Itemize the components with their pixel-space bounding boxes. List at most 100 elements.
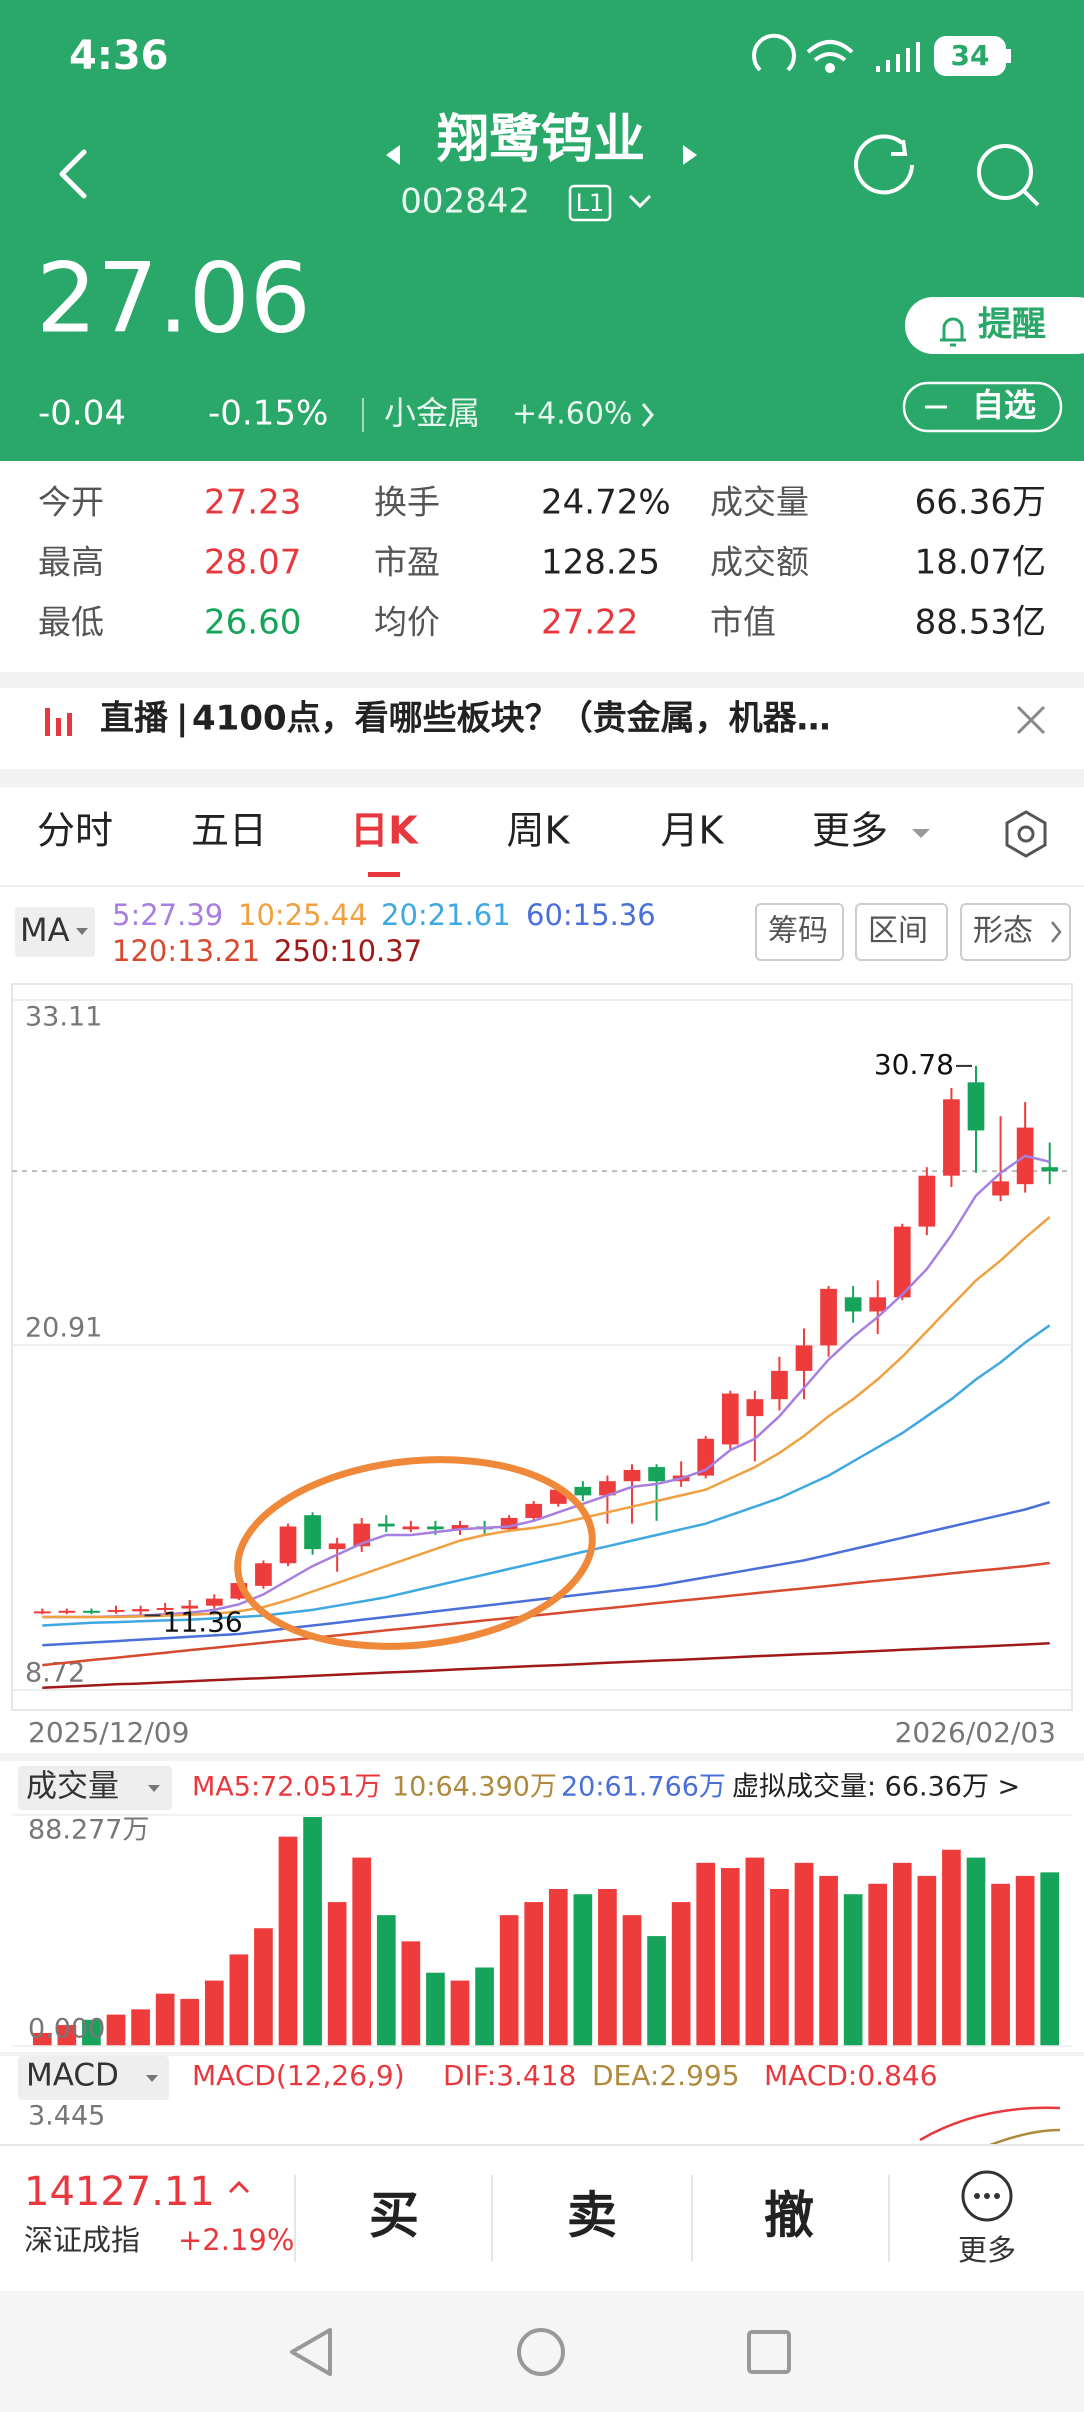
tool-label[interactable]: 区间: [868, 914, 928, 949]
battery: [934, 36, 1006, 76]
status-time: 4:36: [69, 33, 169, 79]
separator: [0, 769, 1084, 787]
nav-recent[interactable]: [747, 2330, 791, 2374]
candle-body: [574, 1486, 592, 1496]
ma-line: [42, 1642, 1050, 1689]
volume-bar: [155, 1993, 175, 2046]
volume-bar: [229, 1954, 249, 2046]
volume-bar: [82, 2019, 101, 2046]
index-change[interactable]: +2.19%: [178, 2223, 294, 2257]
notice-tag[interactable]: 直播: [100, 699, 169, 739]
volume-bar: [745, 1857, 765, 2046]
notice-text[interactable]: 4100点，看哪些板块？（贵金属，机器…: [192, 699, 831, 739]
back-button[interactable]: [59, 149, 87, 199]
tool-label[interactable]: 形态: [973, 914, 1033, 949]
search-icon[interactable]: [977, 144, 1033, 200]
volume-bar: [1040, 1872, 1060, 2046]
more-icon[interactable]: [961, 2170, 1013, 2222]
bar: [56, 718, 61, 736]
watchlist-button[interactable]: [902, 381, 1063, 433]
change-pct: -0.15%: [208, 394, 328, 434]
volume-bar: [106, 2014, 126, 2046]
live-icon: [45, 708, 72, 736]
volume-bar: [180, 1998, 200, 2046]
virtual-volume[interactable]: 虚拟成交量: 66.36万 >: [732, 1772, 1020, 1803]
nav-home[interactable]: [517, 2328, 565, 2376]
more-button[interactable]: 更多: [958, 2233, 1016, 2267]
indicator-box[interactable]: [15, 907, 95, 957]
nav-bar: [0, 2291, 1084, 2412]
period-tabs: 分时 五日 日K 周K 月K 更多: [37, 809, 888, 877]
next-stock[interactable]: [683, 145, 697, 165]
min-label: 11.36: [163, 1605, 243, 1638]
buy-button[interactable]: 买: [369, 2187, 419, 2245]
tab[interactable]: 月K: [661, 809, 725, 853]
tab-underline: [368, 872, 400, 877]
indicator-label[interactable]: MA: [20, 911, 70, 949]
tool-button[interactable]: [755, 903, 844, 961]
stat-label: 换手: [374, 483, 440, 522]
volume-bar: [401, 1941, 421, 2046]
level-badge: [568, 184, 612, 222]
volume-bar: [327, 1902, 347, 2046]
tab[interactable]: 五日: [191, 809, 267, 853]
candle-body: [328, 1543, 346, 1550]
tab[interactable]: 周K: [507, 809, 571, 853]
volume-title[interactable]: 成交量: [26, 1769, 119, 1805]
volume-bar: [204, 1980, 224, 2046]
volume-bar: [966, 1857, 986, 2046]
stat-value: 88.53亿: [915, 603, 1046, 643]
cancel-button[interactable]: 撤: [764, 2187, 814, 2245]
stat-value: 27.23: [204, 483, 301, 523]
stock-name: 翔鹭钨业: [437, 110, 645, 170]
ma-line: [42, 1501, 1051, 1647]
candle-body: [107, 1609, 125, 1612]
nav-back[interactable]: [290, 2328, 332, 2376]
candle-body: [279, 1526, 297, 1564]
volume-bar: [57, 2025, 77, 2046]
sector-change[interactable]: +4.60%: [512, 397, 632, 432]
candle-body: [525, 1503, 543, 1518]
tab[interactable]: 分时: [37, 809, 113, 853]
settings-icon[interactable]: [1005, 810, 1047, 858]
candle-body: [869, 1297, 887, 1312]
volume-bar: [868, 1883, 888, 2046]
more-dots: [974, 2193, 1000, 2199]
index-arrow: [228, 2180, 250, 2194]
search-handle: [1022, 189, 1040, 207]
legend-entry: 250:10.37: [274, 934, 422, 968]
prev-stock[interactable]: [386, 145, 400, 165]
macd-params: MACD(12,26,9): [192, 2059, 405, 2092]
macd-line: [989, 2128, 1061, 2147]
volume-box[interactable]: [18, 1766, 172, 1810]
tool-button[interactable]: [855, 903, 948, 961]
tool-label[interactable]: 筹码: [768, 914, 828, 949]
separator: [0, 672, 1084, 688]
volume-bar: [942, 1849, 961, 2046]
ma-line: [42, 1561, 1050, 1667]
sell-button[interactable]: 卖: [567, 2187, 617, 2245]
refresh-icon[interactable]: [854, 134, 914, 195]
bar: [67, 713, 72, 736]
tool-button[interactable]: [960, 903, 1071, 961]
watchlist-text: 自选: [972, 386, 1036, 424]
index-name[interactable]: 深证成指: [24, 2223, 140, 2257]
stat-label: 市值: [710, 603, 776, 642]
legend-entry: 10:25.44: [238, 898, 368, 932]
candle-body: [353, 1523, 371, 1547]
change: -0.04: [38, 394, 126, 434]
macd-box[interactable]: [18, 2056, 169, 2100]
code-dropdown[interactable]: [628, 194, 652, 209]
notice-close[interactable]: [1016, 705, 1046, 735]
candle-body: [427, 1526, 444, 1530]
volume-bar: [352, 1857, 372, 2046]
tab[interactable]: 日K: [350, 809, 419, 853]
candle-body: [795, 1345, 813, 1371]
candle-body: [771, 1370, 788, 1400]
tab[interactable]: 更多: [812, 809, 888, 853]
index-value[interactable]: 14127.11: [24, 2169, 215, 2215]
signal-icon: [876, 42, 920, 72]
sector[interactable]: 小金属: [384, 394, 480, 432]
macd-label[interactable]: MACD: [26, 2058, 119, 2094]
